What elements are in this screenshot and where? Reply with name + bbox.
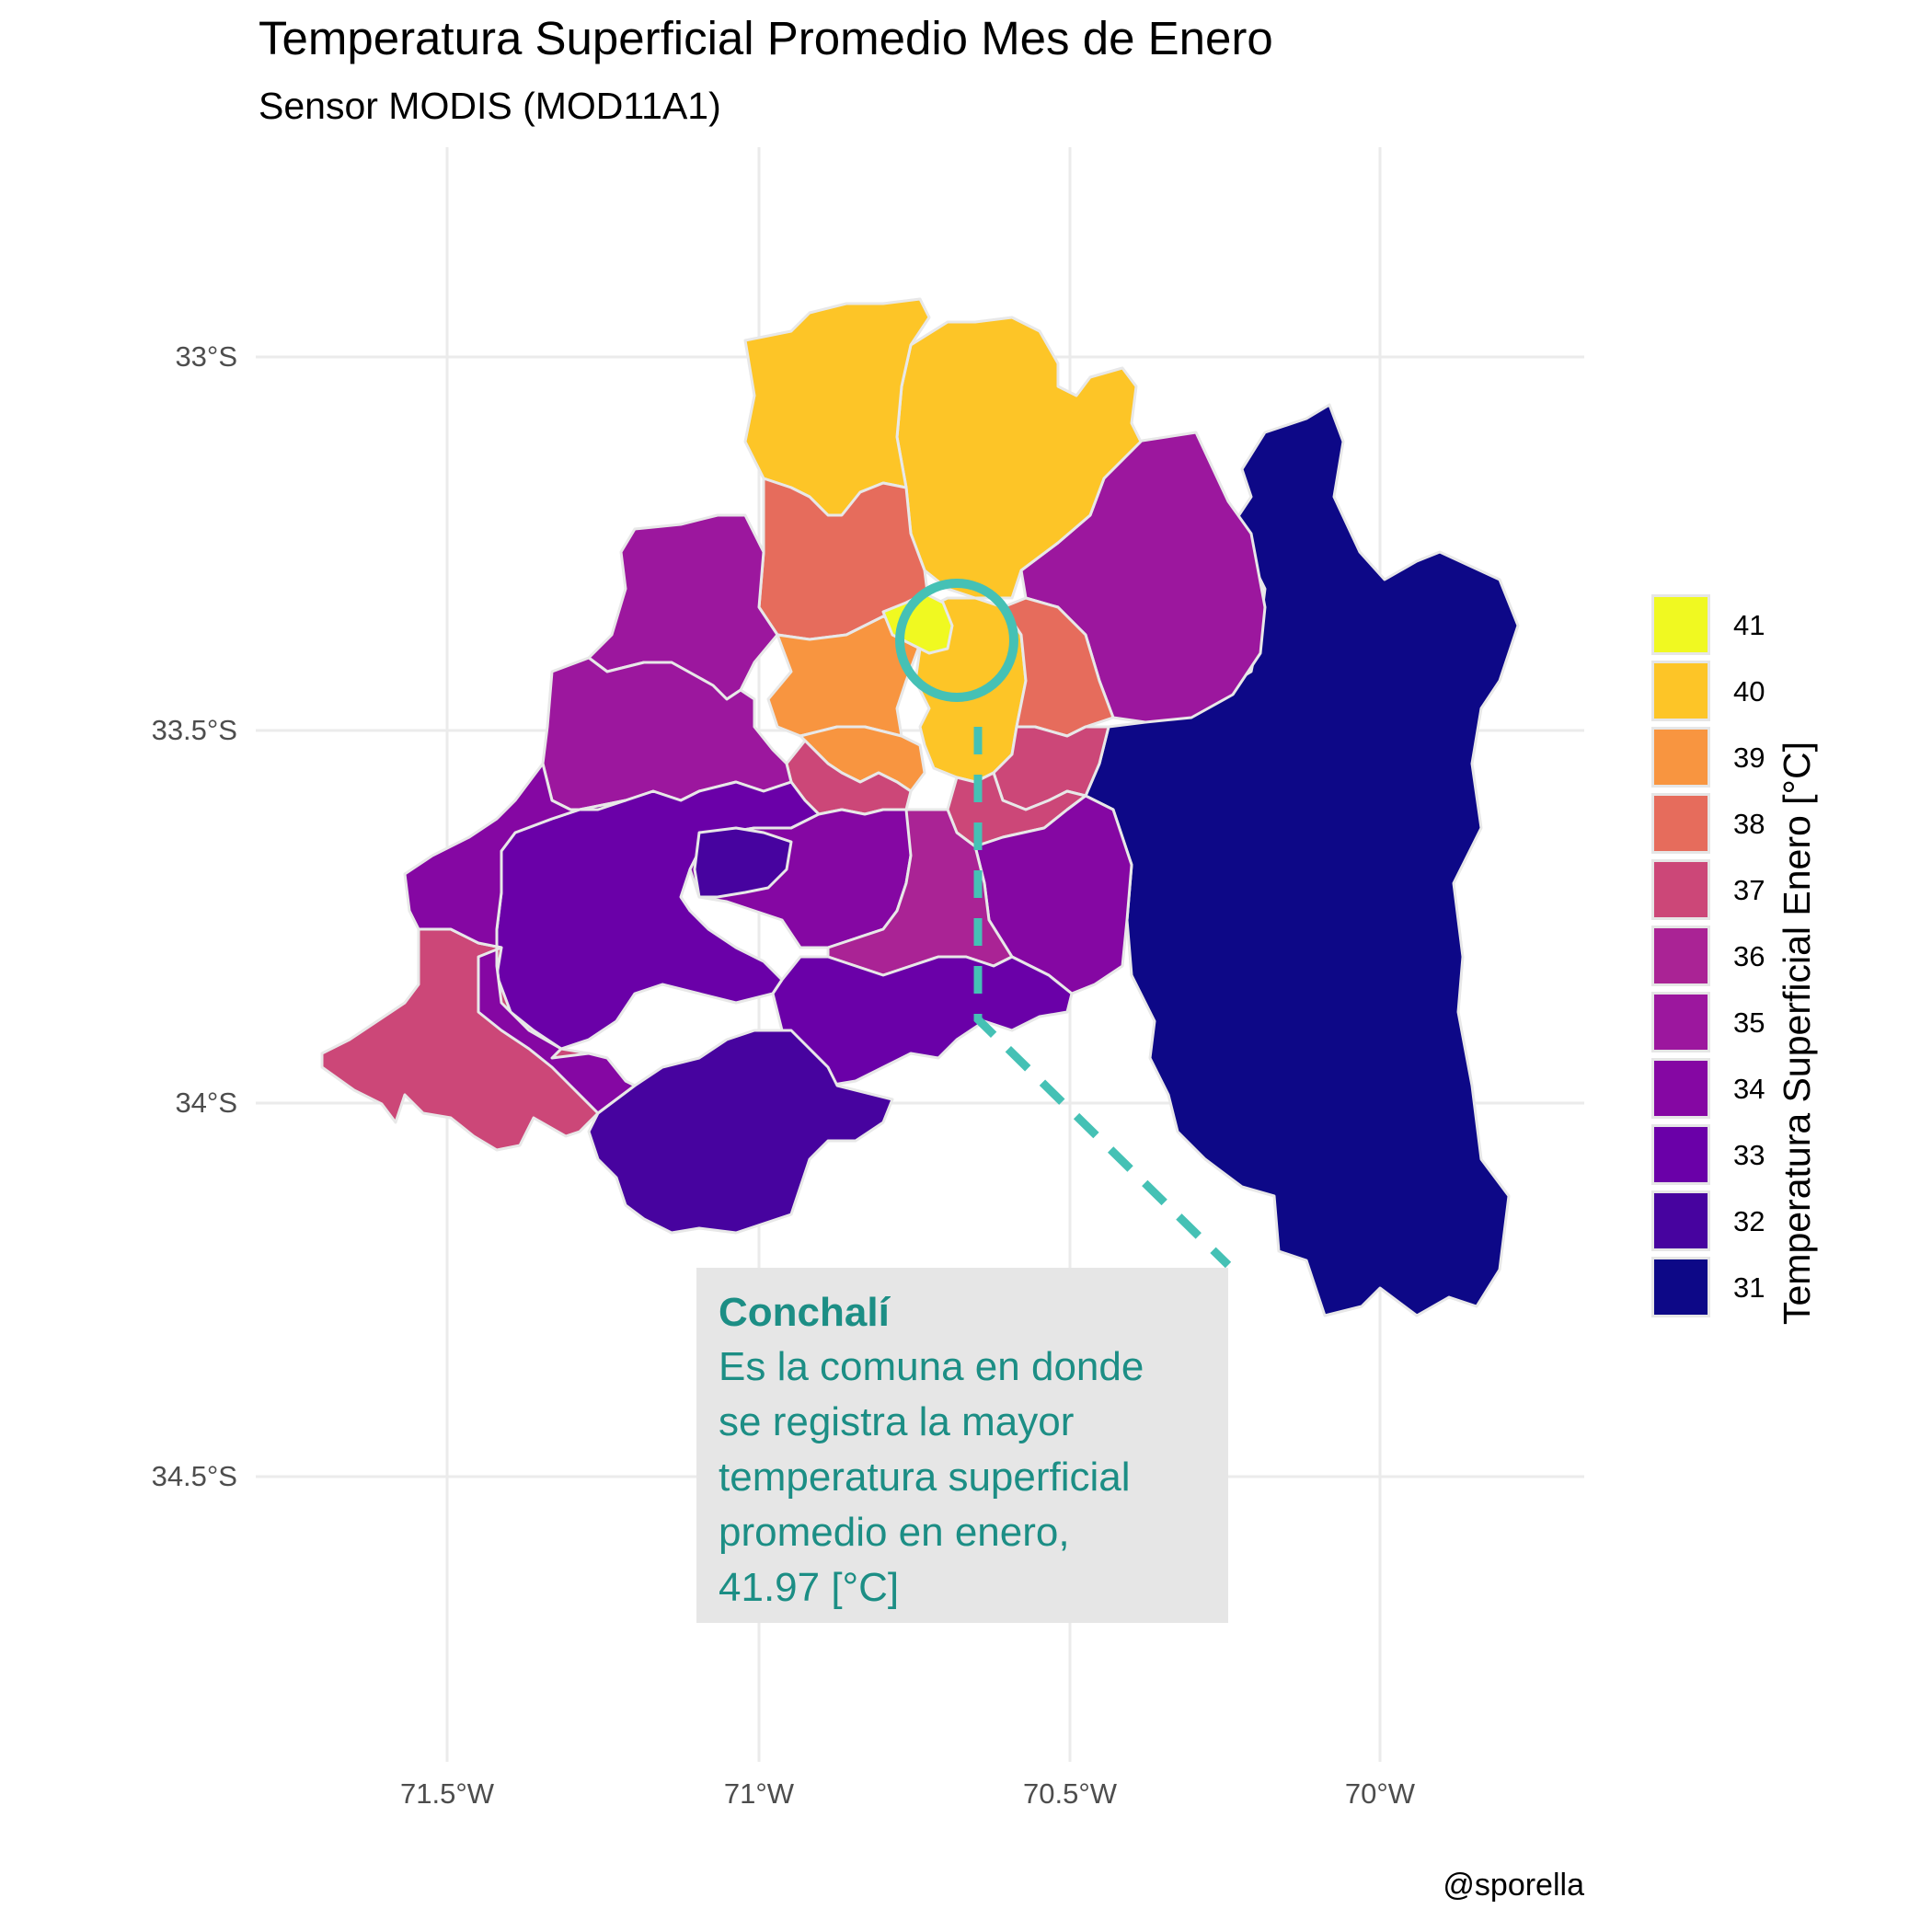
chart-subtitle: Sensor MODIS (MOD11A1) [259, 85, 721, 127]
annotation-comuna-name: Conchalí [719, 1290, 890, 1335]
caption: @sporella [1443, 1868, 1584, 1903]
legend-label-32: 32 [1733, 1205, 1765, 1237]
y-tick-label: 33.5°S [151, 714, 237, 746]
legend-key-34 [1651, 1058, 1710, 1119]
comunas [320, 297, 1520, 1317]
legend-label-31: 31 [1733, 1271, 1765, 1304]
legend-title: Temperatura Superficial Enero [°C] [1776, 742, 1818, 1325]
legend-key-39 [1651, 727, 1710, 788]
legend-key-31 [1651, 1257, 1710, 1317]
x-tick-label: 70.5°W [1023, 1777, 1117, 1810]
y-tick-label: 34.5°S [151, 1460, 237, 1492]
annotation-line: Es la comuna en donde [719, 1344, 1144, 1389]
legend-label-40: 40 [1733, 675, 1765, 707]
legend-label-37: 37 [1733, 874, 1765, 906]
comuna-san-pedro-sur [587, 1029, 894, 1235]
legend-label-39: 39 [1733, 742, 1765, 774]
legend-label-36: 36 [1733, 940, 1765, 972]
legend-key-35 [1651, 992, 1710, 1052]
annotation-value: 41.97 [°C] [719, 1565, 900, 1610]
annotation-line: temperatura superficial [719, 1455, 1131, 1500]
comuna-el-monte [693, 826, 793, 899]
annotation-line: se registra la mayor [719, 1399, 1075, 1444]
legend-label-38: 38 [1733, 808, 1765, 840]
comuna-melipilla [495, 780, 821, 1051]
legend-key-32 [1651, 1190, 1710, 1251]
annotation-line: promedio en enero, [719, 1510, 1070, 1555]
legend-label-33: 33 [1733, 1139, 1765, 1171]
annotation-leader-line [973, 727, 1232, 1269]
legend-key-33 [1651, 1124, 1710, 1185]
chart-title: Temperatura Superficial Promedio Mes de … [259, 12, 1273, 64]
comuna-pudahuel [766, 615, 922, 738]
x-tick-label: 70°W [1344, 1777, 1416, 1810]
x-tick-label: 71.5°W [400, 1777, 494, 1810]
legend-key-41 [1651, 594, 1710, 655]
x-tick-label: 71°W [723, 1777, 795, 1810]
legend-label-41: 41 [1733, 609, 1765, 641]
highlight-circle [895, 579, 1018, 702]
y-tick-label: 34°S [175, 1087, 237, 1119]
legend-label-34: 34 [1733, 1073, 1765, 1105]
legend-key-36 [1651, 926, 1710, 986]
legend-key-38 [1651, 793, 1710, 854]
legend-label-35: 35 [1733, 1006, 1765, 1039]
legend-key-40 [1651, 661, 1710, 721]
annotation-box: Conchalí Es la comuna en donde se regist… [696, 1268, 1228, 1623]
y-tick-label: 33°S [175, 340, 237, 373]
legend-key-37 [1651, 859, 1710, 920]
